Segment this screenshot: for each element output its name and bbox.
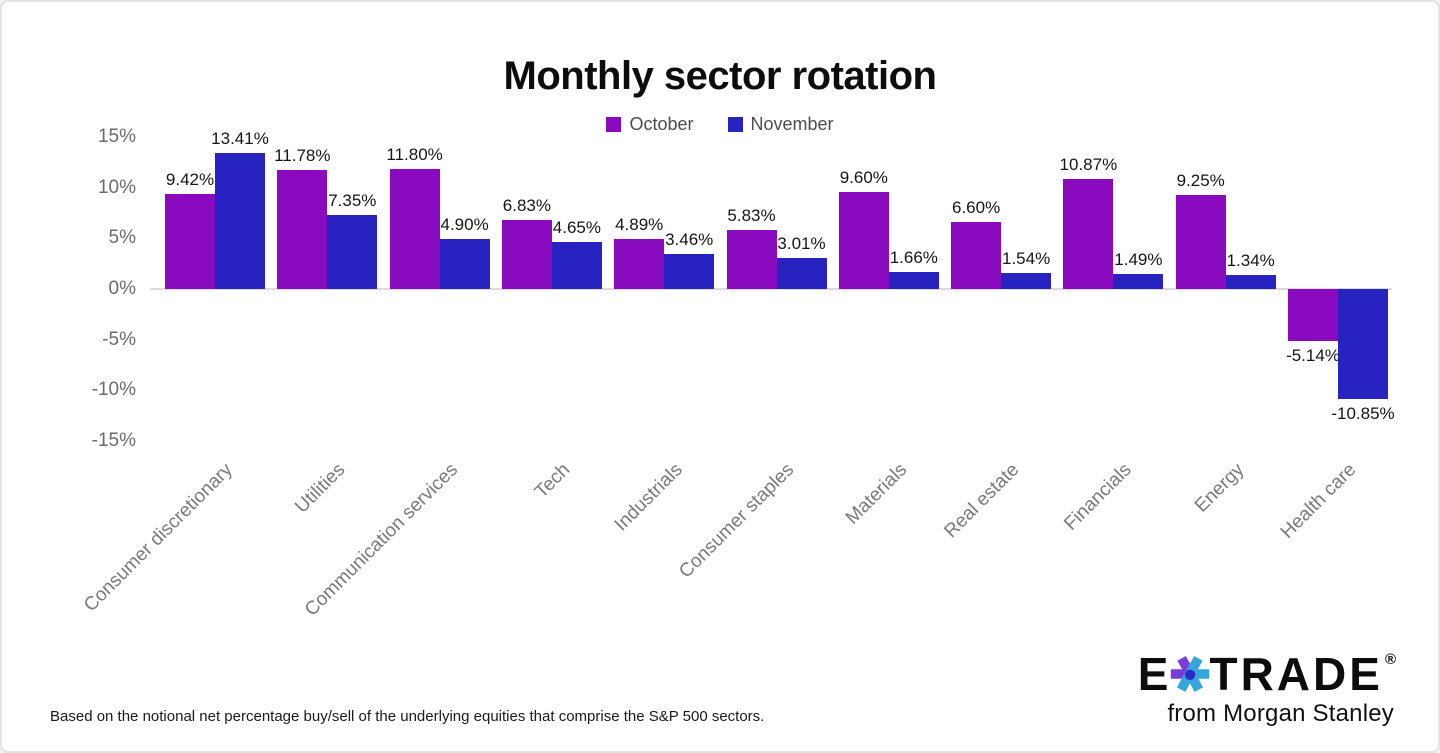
bar-value-label: 9.60%	[839, 167, 888, 187]
bar-value-label: 3.46%	[665, 229, 714, 249]
bar-value-label: 4.65%	[552, 217, 601, 237]
bar-november	[1225, 275, 1276, 289]
bar-october	[1175, 195, 1226, 289]
bar-november	[551, 241, 602, 289]
bar-value-label: -10.85%	[1331, 403, 1395, 423]
legend-label-november: November	[750, 114, 834, 134]
y-axis-tick: 15%	[97, 126, 136, 147]
chart-title: Monthly sector rotation	[503, 54, 937, 98]
bar-october	[726, 229, 777, 289]
bar-value-label: 9.42%	[165, 169, 215, 189]
bar-value-label: 4.90%	[440, 215, 489, 235]
bar-value-label: 11.80%	[386, 145, 443, 165]
x-axis-label: Utilities	[291, 459, 350, 518]
bar-october	[389, 169, 440, 289]
bar-october	[1063, 178, 1114, 289]
x-axis-label: Consumer staples	[675, 459, 799, 583]
y-axis-tick: -5%	[102, 328, 136, 350]
etrade-asterisk-icon	[1171, 656, 1210, 692]
bar-november	[327, 214, 378, 289]
bar-value-label: 1.66%	[889, 248, 938, 268]
bar-november	[888, 272, 939, 289]
bar-november	[1113, 273, 1164, 289]
november-swatch-icon	[727, 117, 743, 132]
bar-october	[277, 169, 328, 289]
x-axis-label: Tech	[530, 459, 575, 503]
legend-label-october: October	[629, 114, 694, 134]
bar-november	[664, 253, 715, 289]
x-axis-line	[150, 288, 1392, 290]
x-axis-label: Materials	[841, 459, 911, 529]
x-axis-label: Consumer discretionary	[80, 459, 238, 617]
logo-letter-e: E	[1137, 648, 1172, 700]
bar-value-label: 4.89%	[615, 215, 664, 235]
bar-october	[838, 191, 889, 289]
bar-value-label: 11.78%	[274, 145, 331, 165]
october-swatch-icon	[606, 117, 622, 132]
bar-value-label: 9.25%	[1176, 171, 1225, 191]
y-axis-tick: 0%	[108, 278, 136, 299]
y-axis-tick: -10%	[91, 379, 136, 401]
x-axis-label: Real estate	[940, 459, 1024, 543]
bar-value-label: 6.83%	[502, 195, 551, 215]
bar-value-label: 1.34%	[1226, 251, 1275, 271]
bar-october	[501, 219, 552, 289]
legend-item-october: October	[606, 114, 694, 135]
bar-value-label: 13.41%	[211, 129, 269, 149]
bar-november	[439, 239, 490, 289]
bar-value-label: 6.60%	[951, 198, 1001, 218]
etrade-logo: E TRADE ® from Morgan Stanley	[1137, 648, 1396, 728]
bar-october	[1288, 289, 1338, 342]
bar-october	[165, 193, 215, 289]
bar-value-label: 10.87%	[1059, 154, 1118, 174]
bar-november	[215, 153, 265, 289]
bar-value-label: 5.83%	[727, 205, 776, 225]
bar-november	[776, 258, 827, 289]
bar-value-label: 1.54%	[1001, 249, 1051, 269]
x-axis-label: Financials	[1060, 459, 1136, 535]
bar-november	[1338, 289, 1388, 399]
x-axis-label: Energy	[1190, 459, 1248, 517]
logo-word-trade: TRADE	[1209, 648, 1383, 700]
y-axis-tick: 10%	[97, 176, 136, 198]
x-axis-label: Industrials	[610, 459, 687, 536]
chart-legend: October November	[2, 114, 1438, 135]
logo-tagline: from Morgan Stanley	[1167, 700, 1394, 727]
bar-october	[951, 222, 1002, 289]
y-axis-tick: 5%	[108, 227, 136, 249]
chart-footnote: Based on the notional net percentage buy…	[50, 708, 765, 725]
bar-november	[1001, 273, 1052, 289]
bar-october	[614, 239, 665, 289]
etrade-wordmark: E TRADE ®	[1137, 648, 1396, 700]
legend-item-november: November	[727, 114, 834, 135]
registered-trademark-icon: ®	[1384, 651, 1396, 668]
y-axis-tick: -15%	[91, 429, 136, 451]
x-axis-label: Health care	[1276, 459, 1361, 543]
bar-value-label: 3.01%	[777, 234, 826, 254]
bar-value-label: 1.49%	[1114, 249, 1163, 269]
bar-value-label: -5.14%	[1286, 346, 1340, 366]
bar-value-label: 7.35%	[328, 190, 377, 210]
